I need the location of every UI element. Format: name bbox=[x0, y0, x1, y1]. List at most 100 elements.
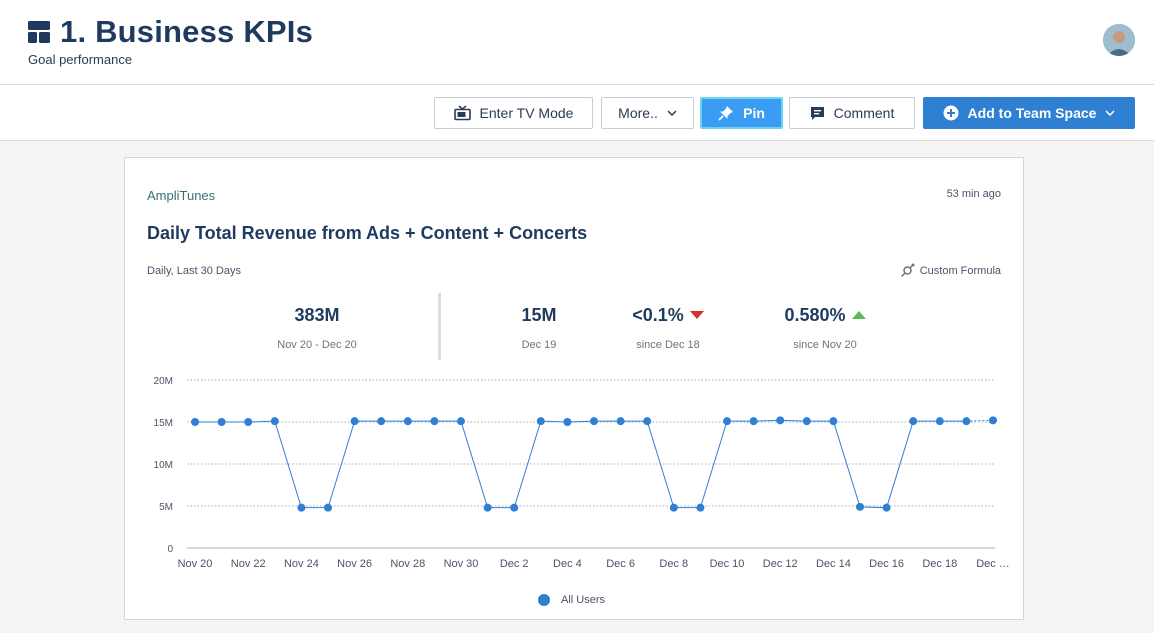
data-point bbox=[643, 417, 652, 426]
data-point bbox=[962, 417, 971, 426]
date-range: Daily, Last 30 Days bbox=[147, 265, 241, 277]
y-tick-label: 15M bbox=[154, 418, 173, 429]
data-point bbox=[989, 416, 997, 425]
title-row: 1. Business KPIs bbox=[28, 14, 313, 50]
pin-icon bbox=[718, 106, 734, 121]
metric-period-change: 0.580% since Nov 20 bbox=[755, 303, 895, 351]
metric-day-change: <0.1% since Dec 18 bbox=[603, 303, 733, 351]
y-tick-label: 10M bbox=[154, 460, 173, 471]
data-point bbox=[616, 417, 625, 426]
x-tick-label: Nov 26 bbox=[337, 558, 372, 570]
x-tick-label: Dec … bbox=[976, 558, 1010, 570]
data-point bbox=[909, 417, 918, 426]
trend-down-icon bbox=[689, 311, 704, 319]
x-tick-label: Dec 16 bbox=[869, 558, 904, 570]
data-point bbox=[377, 417, 386, 426]
custom-formula-label: Custom Formula bbox=[919, 264, 1001, 277]
y-tick-label: 0 bbox=[167, 544, 173, 555]
data-point bbox=[510, 503, 519, 512]
metric-total-label: Nov 20 - Dec 20 bbox=[277, 339, 357, 351]
y-tick-label: 20M bbox=[154, 376, 173, 387]
data-point bbox=[856, 502, 864, 511]
toolbar: Enter TV Mode More.. Pin Comment Add to … bbox=[0, 85, 1154, 141]
comment-button[interactable]: Comment bbox=[789, 97, 915, 129]
chart-legend[interactable]: All Users bbox=[538, 594, 605, 606]
x-tick-label: Dec 14 bbox=[816, 558, 851, 570]
data-point bbox=[244, 418, 253, 426]
x-tick-label: Nov 24 bbox=[284, 558, 319, 570]
data-point bbox=[350, 417, 359, 426]
x-tick-label: Dec 8 bbox=[659, 558, 688, 570]
updated-time: 53 min ago bbox=[946, 188, 1001, 200]
data-point bbox=[563, 418, 572, 426]
data-point bbox=[723, 417, 731, 426]
line-chart: 20M 15M 10M 5M 0 Nov 20 Nov 22 Nov 24 Nov 26 Nov … bbox=[154, 376, 1010, 570]
series-line bbox=[195, 419, 967, 509]
metric-period-change-value: 0.580% bbox=[784, 304, 846, 325]
data-point bbox=[536, 417, 545, 426]
chart-card: AmpliTunes 53 min ago Daily Total Revenu… bbox=[124, 157, 1024, 620]
metric-total-value: 383M bbox=[294, 304, 340, 325]
data-point bbox=[776, 416, 785, 425]
x-tick-label: Nov 20 bbox=[178, 558, 213, 570]
enter-tv-mode-label: Enter TV Mode bbox=[479, 105, 574, 121]
metric-divider bbox=[438, 293, 441, 360]
pin-label: Pin bbox=[743, 105, 765, 121]
comment-label: Comment bbox=[833, 105, 895, 121]
data-point bbox=[802, 417, 811, 426]
data-point bbox=[191, 418, 199, 426]
data-point bbox=[457, 417, 465, 426]
comment-icon bbox=[810, 106, 824, 120]
data-point bbox=[669, 503, 678, 512]
chevron-down-icon bbox=[1105, 110, 1115, 116]
data-point bbox=[696, 503, 705, 512]
page-header: 1. Business KPIs Goal performance bbox=[0, 0, 1154, 85]
data-point bbox=[270, 417, 279, 426]
data-point bbox=[430, 417, 439, 426]
more-label: More.. bbox=[618, 105, 658, 121]
data-point bbox=[882, 503, 891, 512]
enter-tv-mode-button[interactable]: Enter TV Mode bbox=[434, 97, 593, 129]
add-to-team-space-label: Add to Team Space bbox=[967, 105, 1097, 121]
x-tick-label: Nov 30 bbox=[444, 558, 479, 570]
trend-up-icon bbox=[851, 311, 866, 319]
metric-total: 383M Nov 20 - Dec 20 bbox=[237, 303, 397, 352]
avatar[interactable] bbox=[1103, 24, 1135, 56]
x-tick-label: Dec 18 bbox=[922, 558, 957, 570]
x-tick-label: Dec 12 bbox=[763, 558, 798, 570]
metric-day-change-label: since Dec 18 bbox=[636, 339, 700, 351]
legend-marker bbox=[538, 594, 550, 606]
custom-formula-link[interactable]: Custom Formula bbox=[900, 263, 1001, 278]
plus-circle-icon bbox=[943, 105, 959, 121]
x-tick-label: Dec 4 bbox=[553, 558, 582, 570]
formula-icon bbox=[900, 263, 915, 278]
project-name[interactable]: AmpliTunes bbox=[147, 188, 216, 203]
x-tick-label: Dec 6 bbox=[606, 558, 635, 570]
metric-latest-label: Dec 19 bbox=[521, 339, 557, 351]
chart-title[interactable]: Daily Total Revenue from Ads + Content +… bbox=[147, 223, 588, 243]
page-subtitle: Goal performance bbox=[28, 52, 133, 67]
data-point bbox=[324, 503, 332, 512]
pin-button[interactable]: Pin bbox=[700, 97, 783, 129]
user-avatar-icon bbox=[1103, 24, 1135, 56]
tv-icon bbox=[453, 105, 471, 121]
x-tick-label: Nov 28 bbox=[390, 558, 425, 570]
metric-latest-value: 15M bbox=[521, 304, 557, 325]
legend-label: All Users bbox=[561, 594, 606, 606]
page-title: 1. Business KPIs bbox=[60, 14, 314, 49]
x-tick-label: Dec 2 bbox=[500, 558, 529, 570]
data-point bbox=[217, 418, 226, 426]
series-line-incomplete bbox=[966, 419, 994, 422]
metric-period-change-label: since Nov 20 bbox=[793, 339, 857, 351]
dashboard-icon bbox=[28, 21, 50, 43]
add-to-team-space-button[interactable]: Add to Team Space bbox=[923, 97, 1135, 129]
metric-latest: 15M Dec 19 bbox=[489, 303, 589, 352]
x-tick-label: Dec 10 bbox=[710, 558, 745, 570]
chevron-down-icon bbox=[667, 110, 677, 116]
data-point bbox=[749, 417, 758, 426]
data-point bbox=[483, 503, 492, 512]
data-point bbox=[935, 417, 944, 426]
data-point bbox=[297, 503, 306, 512]
more-dropdown-button[interactable]: More.. bbox=[601, 97, 694, 129]
data-point bbox=[590, 417, 598, 426]
